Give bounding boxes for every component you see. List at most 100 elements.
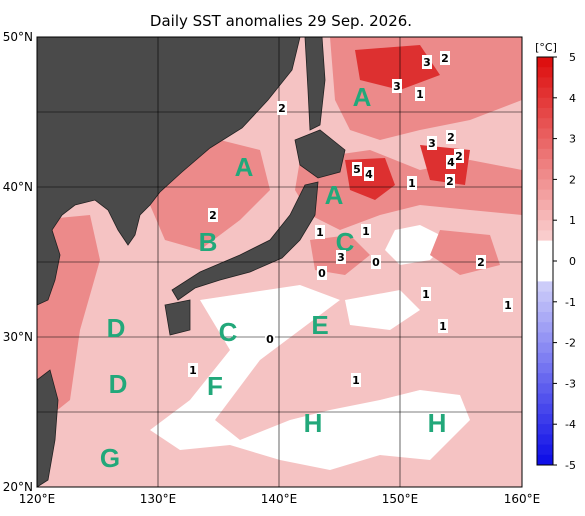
- grid: [37, 37, 522, 487]
- contour-label: 2: [455, 150, 463, 163]
- colorbar-segment: [537, 312, 553, 323]
- contour-label-box: [446, 130, 456, 144]
- colorbar-segment: [537, 250, 553, 262]
- colorbar-segment: [537, 281, 553, 293]
- contour-label-box: [440, 51, 450, 65]
- colorbar-segment: [537, 159, 553, 170]
- colorbar-segment: [537, 291, 553, 303]
- colorbar-segment: [537, 414, 553, 425]
- colorbar-segment: [537, 220, 553, 231]
- contour-label: 1: [422, 288, 430, 301]
- colorbar-tick-label: 1: [569, 214, 576, 227]
- colorbar-segment: [537, 199, 553, 211]
- lon-label: 160°E: [504, 492, 541, 506]
- contour-label: 5: [353, 163, 361, 176]
- colorbar-tick-label: 3: [569, 133, 576, 146]
- colorbar-segment: [537, 363, 553, 374]
- colorbar-segment: [537, 97, 553, 109]
- contour-label: 4: [447, 156, 455, 169]
- lon-label: 120°E: [19, 492, 56, 506]
- colorbar-segment: [537, 67, 553, 78]
- contour-label: 1: [416, 88, 424, 101]
- contour-label-box: [454, 149, 464, 163]
- colorbar-segment: [537, 87, 553, 99]
- contour-label-box: [277, 101, 287, 115]
- contour-label: 1: [189, 364, 197, 377]
- contour-label-box: [188, 363, 198, 377]
- colorbar-segment: [537, 271, 553, 282]
- region-label: B: [199, 227, 218, 257]
- contour-label: 3: [337, 251, 345, 264]
- contour-label-box: [476, 255, 486, 269]
- colorbar-segment: [537, 128, 553, 140]
- contour-label-box: [438, 319, 448, 333]
- contour-label-box: [446, 155, 456, 169]
- colorbar-segment: [537, 261, 553, 272]
- colorbar-segment: [537, 454, 553, 466]
- colorbar-tick-label: -3: [565, 377, 576, 390]
- contour-label: 2: [278, 102, 286, 115]
- contour-label-box: [371, 255, 381, 269]
- region-label: D: [107, 313, 126, 343]
- contour-label-box: [361, 224, 371, 238]
- colorbar-tick-label: -4: [565, 418, 576, 431]
- colorbar-segment: [537, 332, 553, 344]
- colorbar-tick-label: 0: [569, 255, 576, 268]
- region-label: A: [325, 180, 344, 210]
- colorbar-tick-label: 5: [569, 51, 576, 64]
- colorbar-tick-label: -2: [565, 337, 576, 350]
- colorbar-segment: [537, 108, 553, 119]
- lat-label: 20°N: [3, 480, 33, 494]
- colorbar-segment: [537, 301, 553, 313]
- contour-label: 4: [365, 168, 373, 181]
- contour-label: 1: [316, 226, 324, 239]
- region-label: H: [428, 408, 447, 438]
- contour-label-box: [315, 225, 325, 239]
- colorbar-segment: [537, 210, 553, 221]
- colorbar-segment: [537, 383, 553, 395]
- colorbar-segment: [537, 138, 553, 150]
- contour-label-box: [351, 373, 361, 387]
- contour-label: 0: [266, 333, 274, 346]
- title: Daily SST anomalies 29 Sep. 2026.: [150, 12, 412, 30]
- region-label: D: [109, 369, 128, 399]
- lat-label: 30°N: [3, 330, 33, 344]
- colorbar-segment: [537, 434, 553, 446]
- contour-label-box: [352, 162, 362, 176]
- colorbar-segment: [537, 403, 553, 415]
- colorbar-tick-label: -5: [565, 459, 576, 472]
- lon-label: 150°E: [382, 492, 419, 506]
- region-label: H: [304, 408, 323, 438]
- contour-label: 1: [408, 177, 416, 190]
- region-label: G: [100, 443, 120, 473]
- colorbar-segment: [537, 57, 553, 68]
- contour-label-box: [407, 176, 417, 190]
- region-label: F: [207, 371, 223, 401]
- contour-label-box: [415, 87, 425, 101]
- map-frame: [36, 36, 523, 488]
- contour-label: 0: [318, 267, 326, 280]
- contour-label-box: [208, 208, 218, 222]
- lat-label: 40°N: [3, 180, 33, 194]
- land: [36, 36, 346, 488]
- contour-label-box: [421, 287, 431, 301]
- colorbar-segment: [537, 322, 553, 333]
- lon-label: 140°E: [261, 492, 298, 506]
- contour-label: 2: [446, 175, 454, 188]
- contour-label-box: [265, 332, 275, 346]
- colorbar-tick-label: 2: [569, 173, 576, 186]
- colorbar-unit: [°C]: [535, 41, 557, 54]
- contour-label: 2: [209, 209, 217, 222]
- colorbar-segment: [537, 373, 553, 384]
- contour-label-box: [317, 266, 327, 280]
- contour-label: 1: [352, 374, 360, 387]
- contour-label: 2: [441, 52, 449, 65]
- colorbar-segment: [537, 240, 553, 252]
- colorbar-segment: [537, 444, 553, 456]
- colorbar-segment: [537, 393, 553, 405]
- lon-label: 130°E: [140, 492, 177, 506]
- region-label: E: [311, 310, 328, 340]
- colorbar-segment: [537, 118, 553, 129]
- colorbar-segment: [537, 230, 553, 242]
